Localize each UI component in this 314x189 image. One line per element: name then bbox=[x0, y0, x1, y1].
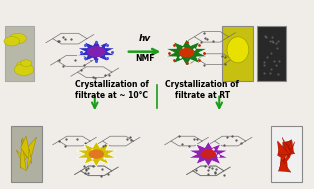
Ellipse shape bbox=[227, 37, 249, 63]
Text: NMF: NMF bbox=[135, 54, 154, 63]
Circle shape bbox=[14, 64, 34, 75]
Circle shape bbox=[87, 46, 106, 57]
Polygon shape bbox=[282, 143, 295, 156]
Circle shape bbox=[201, 149, 216, 159]
Circle shape bbox=[179, 48, 194, 57]
Polygon shape bbox=[281, 144, 287, 168]
Polygon shape bbox=[188, 141, 229, 167]
FancyBboxPatch shape bbox=[271, 126, 302, 182]
FancyBboxPatch shape bbox=[222, 26, 253, 81]
Polygon shape bbox=[21, 136, 32, 164]
Polygon shape bbox=[286, 139, 292, 146]
Polygon shape bbox=[278, 141, 290, 155]
Polygon shape bbox=[278, 151, 283, 159]
Polygon shape bbox=[27, 149, 31, 169]
FancyBboxPatch shape bbox=[4, 26, 34, 81]
Polygon shape bbox=[22, 137, 36, 159]
Polygon shape bbox=[76, 141, 116, 167]
FancyBboxPatch shape bbox=[257, 26, 286, 81]
Circle shape bbox=[21, 60, 32, 67]
Polygon shape bbox=[278, 142, 288, 172]
Polygon shape bbox=[16, 150, 22, 162]
Polygon shape bbox=[20, 138, 26, 168]
Polygon shape bbox=[279, 160, 291, 172]
Polygon shape bbox=[282, 140, 294, 154]
Polygon shape bbox=[21, 139, 26, 171]
Text: hv: hv bbox=[138, 34, 151, 43]
Polygon shape bbox=[279, 146, 289, 171]
Circle shape bbox=[89, 149, 104, 159]
Text: Crystallization of
filtrate at ~ 10°C: Crystallization of filtrate at ~ 10°C bbox=[75, 80, 149, 100]
FancyBboxPatch shape bbox=[11, 126, 42, 182]
Circle shape bbox=[4, 36, 20, 46]
Polygon shape bbox=[165, 39, 208, 66]
Polygon shape bbox=[282, 137, 290, 157]
Circle shape bbox=[16, 62, 27, 68]
Text: Crystallization of
filtrate at RT: Crystallization of filtrate at RT bbox=[165, 80, 239, 100]
Polygon shape bbox=[278, 142, 295, 172]
Polygon shape bbox=[77, 40, 116, 64]
Circle shape bbox=[9, 33, 26, 43]
Polygon shape bbox=[280, 148, 290, 167]
